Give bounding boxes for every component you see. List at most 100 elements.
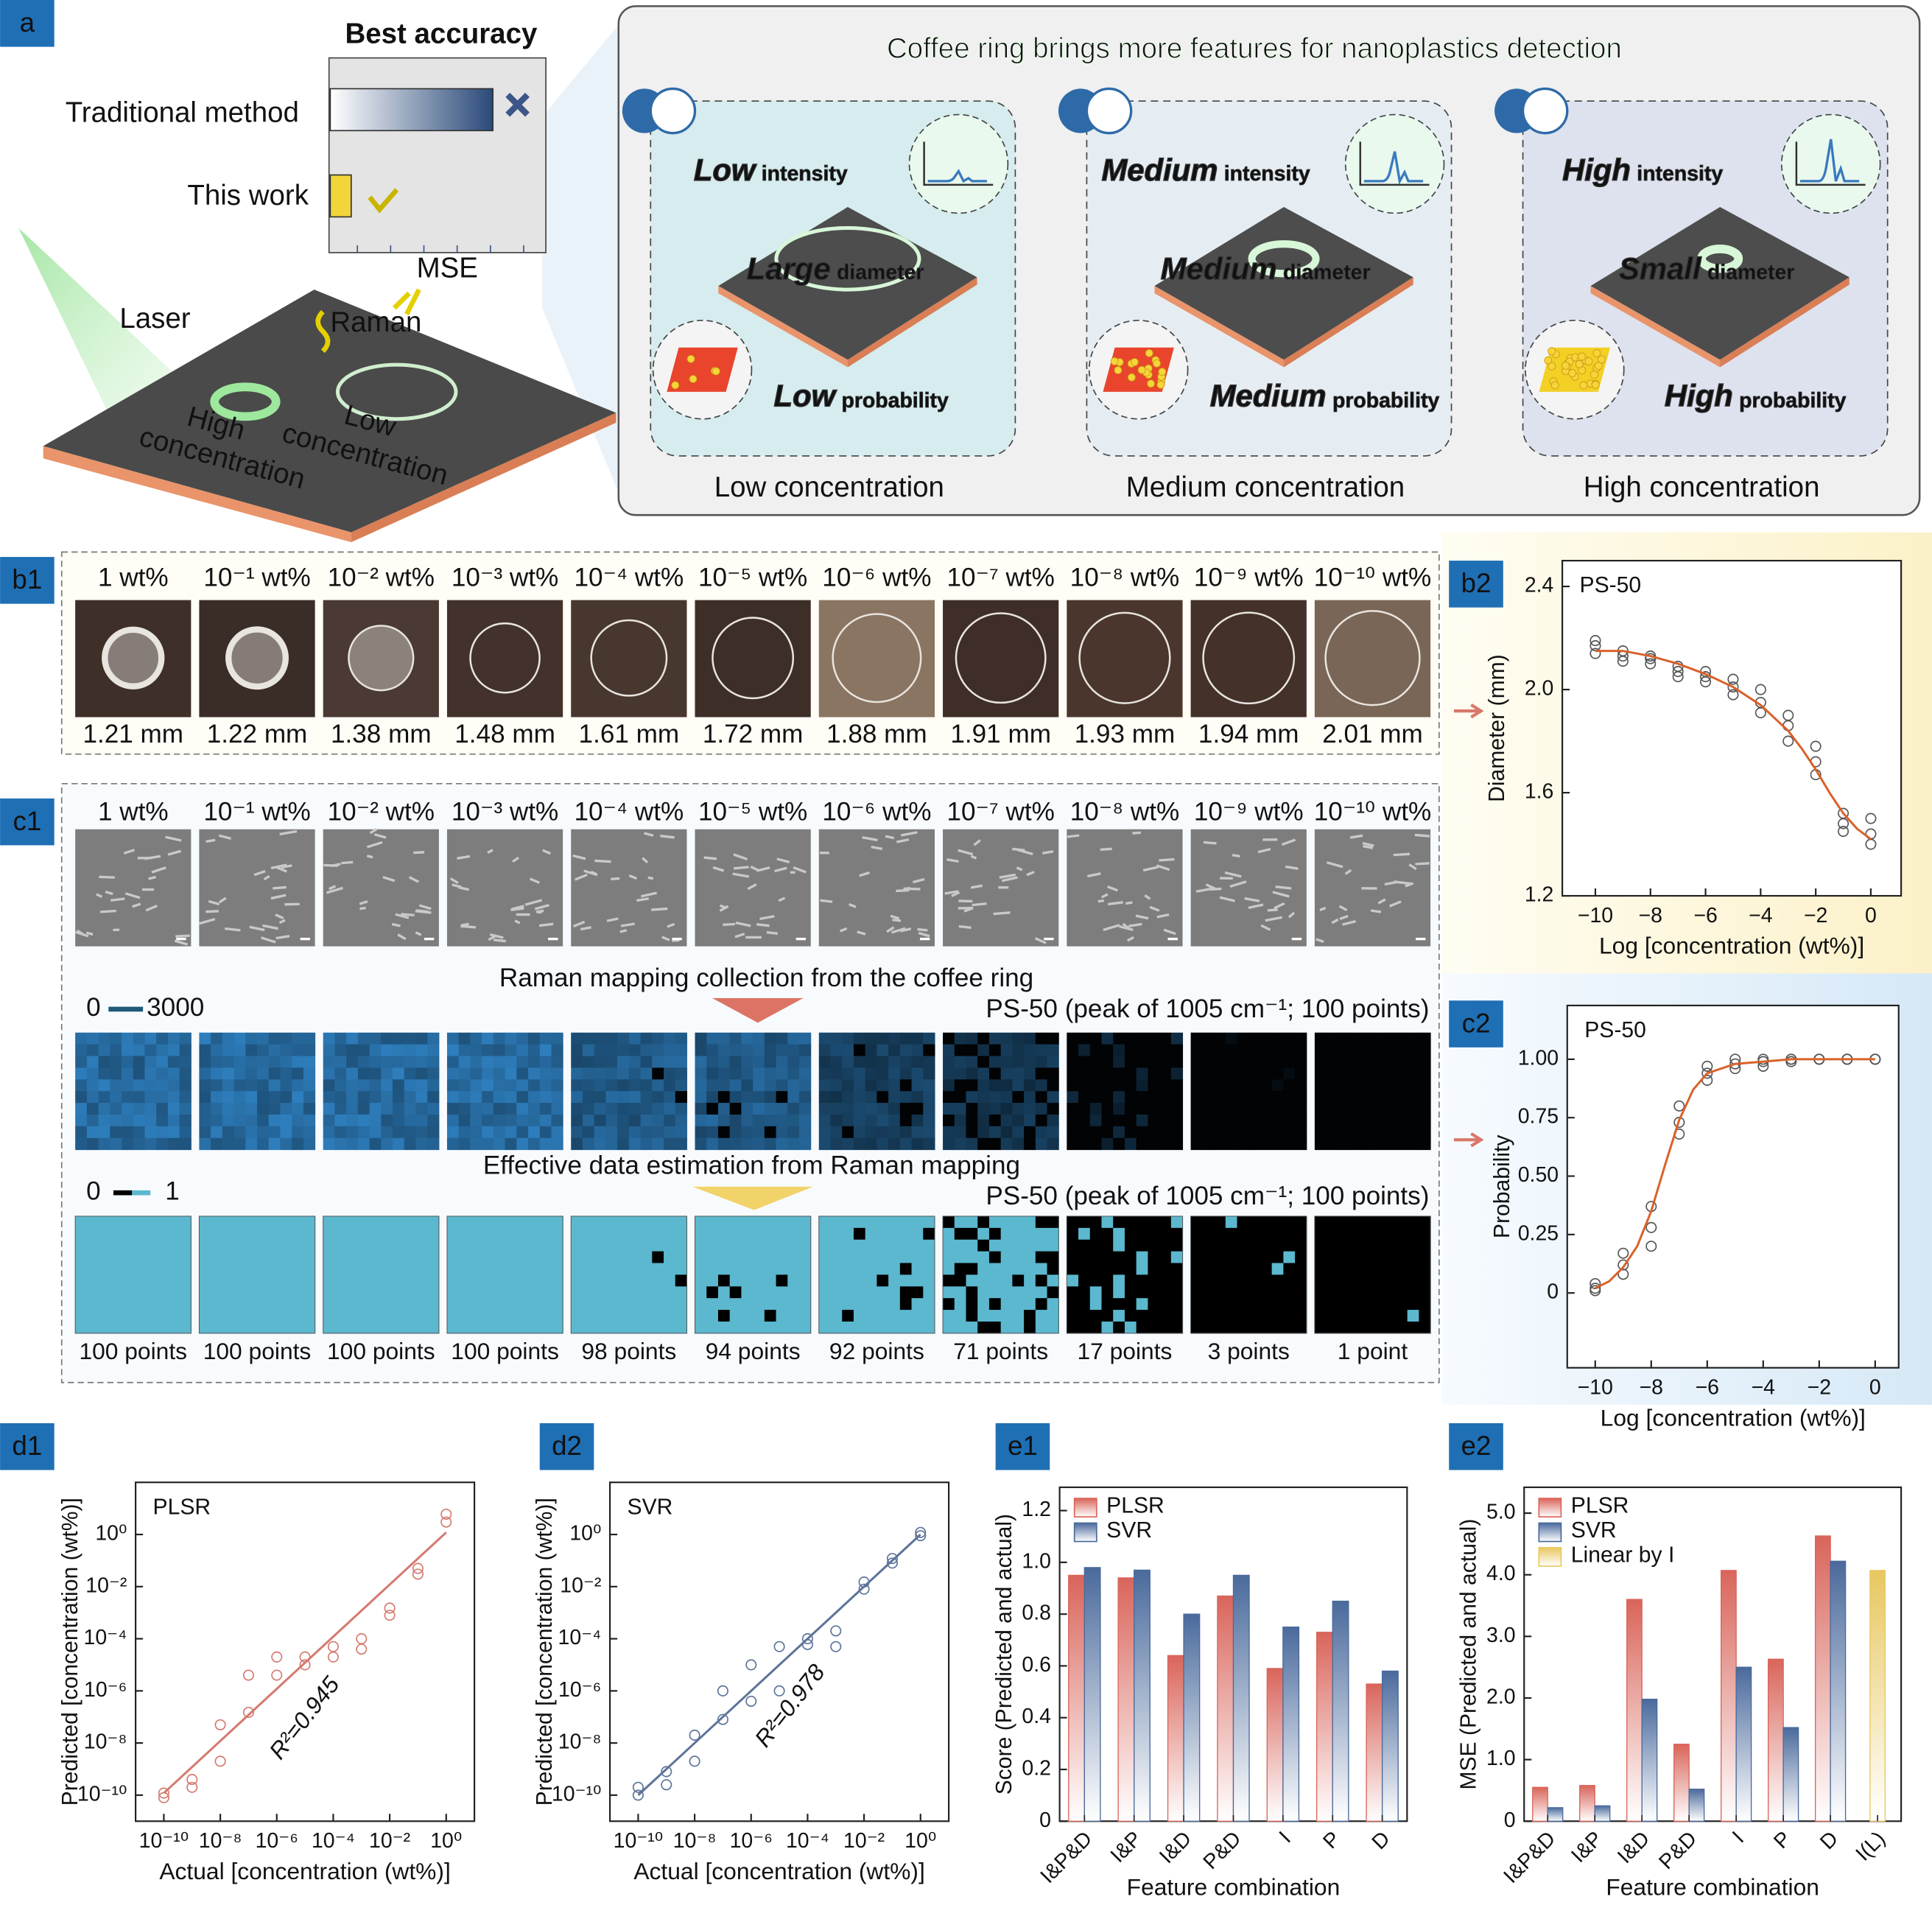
raman-pixel: [1159, 1032, 1172, 1045]
raman-pixel: [842, 1091, 854, 1104]
raman-pixel: [86, 1032, 99, 1045]
effective-pixel: [787, 1286, 800, 1299]
raman-pixel: [1407, 1044, 1419, 1057]
effective-pixel: [605, 1274, 618, 1287]
effective-pixel: [98, 1215, 110, 1229]
raman-pixel: [346, 1067, 359, 1080]
effective-pixel: [628, 1251, 642, 1264]
point: [1589, 1277, 1601, 1290]
sem-texture: [151, 866, 166, 874]
raman-pixel: [369, 1114, 382, 1127]
particle: [1548, 347, 1556, 356]
effective-pixel: [505, 1251, 517, 1264]
effective-pixel: [470, 1298, 482, 1311]
raman-map: [446, 1032, 563, 1151]
raman-pixel: [695, 1044, 707, 1057]
raman-pixel: [571, 1126, 583, 1139]
effective-pixel: [695, 1321, 707, 1334]
effective-pixel: [911, 1321, 924, 1334]
effective-pixel: [1170, 1215, 1184, 1229]
concentration-label: 10⁻¹⁰ wt%: [1314, 563, 1431, 592]
raman-pixel: [303, 1103, 316, 1115]
effective-pixel: [706, 1274, 719, 1287]
raman-pixel: [842, 1056, 854, 1068]
concentration-label: 10⁻¹⁰ wt%: [1314, 797, 1431, 826]
effective-pixel: [75, 1239, 88, 1252]
raman-pixel: [357, 1114, 370, 1127]
raman-pixel: [818, 1137, 832, 1151]
panel-label-bg: [1449, 1000, 1503, 1048]
raman-pixel: [346, 1079, 359, 1092]
raman-pixel: [381, 1079, 393, 1092]
raman-pixel: [122, 1137, 134, 1151]
effective-pixel: [1395, 1215, 1408, 1229]
raman-pixel: [1349, 1056, 1362, 1068]
panel-label: e2: [1461, 1431, 1492, 1461]
effective-pixel: [268, 1263, 281, 1275]
raman-pixel: [818, 1103, 832, 1115]
effective-pixel: [303, 1215, 316, 1229]
raman-pixel: [1326, 1114, 1338, 1127]
feature-word: diameter: [1283, 261, 1370, 284]
raman-pixel: [695, 1056, 707, 1068]
sem-texture: [970, 884, 983, 889]
effective-pixel: [1271, 1274, 1284, 1287]
effective-pixel: [493, 1274, 506, 1287]
raman-pixel: [911, 1126, 924, 1139]
raman-pixel: [717, 1126, 731, 1139]
effective-pixel: [664, 1321, 676, 1334]
raman-pixel: [923, 1044, 935, 1057]
raman-pixel: [1395, 1056, 1408, 1068]
colorbar-label: 0: [86, 993, 101, 1022]
effective-pixel: [582, 1263, 595, 1275]
effective-pixel: [877, 1215, 889, 1229]
raman-pixel: [830, 1103, 843, 1115]
effective-pixel: [1035, 1298, 1048, 1311]
raman-pixel: [571, 1114, 583, 1127]
effective-pixel: [830, 1286, 843, 1299]
sem-texture: [1315, 938, 1324, 943]
effective-pixel: [110, 1274, 122, 1287]
effective-pixel: [1067, 1263, 1079, 1275]
coffee-ring: [832, 613, 922, 704]
effective-pixel: [617, 1263, 630, 1275]
effective-pixel: [1012, 1286, 1025, 1299]
chart-title: PLSR: [153, 1495, 211, 1519]
bar: [1641, 1698, 1658, 1822]
sem-texture: [77, 929, 85, 936]
raman-pixel: [1190, 1126, 1203, 1139]
effective-pixel: [551, 1263, 563, 1275]
effective-pixel: [1407, 1215, 1419, 1229]
effective-pixel: [1089, 1310, 1102, 1322]
effective-pixel: [110, 1239, 122, 1252]
raman-pixel: [369, 1079, 382, 1092]
effective-pixel: [1124, 1251, 1137, 1264]
raman-pixel: [717, 1032, 731, 1045]
effective-pixel: [911, 1310, 924, 1322]
panel-label: d2: [552, 1431, 582, 1461]
raman-pixel: [1237, 1091, 1249, 1104]
effective-map: [1067, 1215, 1184, 1334]
raman-pixel: [594, 1056, 606, 1068]
sem-texture: [667, 922, 675, 928]
raman-pixel: [764, 1032, 777, 1045]
effective-pixel: [393, 1274, 405, 1287]
raman-pixel: [257, 1079, 270, 1092]
effective-pixel: [458, 1310, 471, 1322]
raman-pixel: [717, 1091, 731, 1104]
raman-pixel: [1326, 1056, 1338, 1068]
raman-pixel: [144, 1137, 157, 1151]
effective-pixel: [1159, 1310, 1172, 1322]
raman-pixel: [292, 1091, 304, 1104]
effective-pixel: [1000, 1321, 1013, 1334]
raman-pixel: [1372, 1067, 1385, 1080]
effective-pixel: [853, 1321, 866, 1334]
effective-pixel: [1283, 1263, 1296, 1275]
effective-pixel: [551, 1286, 563, 1299]
raman-pixel: [245, 1126, 258, 1139]
effective-pixel: [1326, 1286, 1338, 1299]
raman-pixel: [888, 1044, 901, 1057]
effective-pixel: [86, 1239, 99, 1252]
raman-pixel: [144, 1114, 157, 1127]
